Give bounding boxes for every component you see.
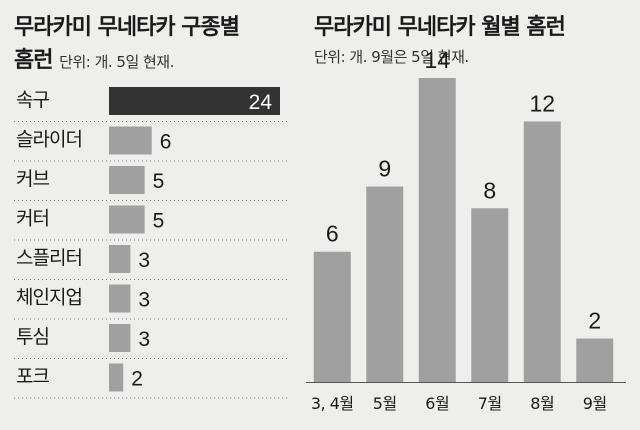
pitch-type-chart-title-line2: 홈런 단위: 개. 5일 현재.: [14, 47, 174, 76]
month-value: 12: [529, 90, 555, 116]
pitch-type-value: 2: [131, 368, 143, 391]
pitch-type-label: 스플리터: [16, 247, 82, 269]
month-label: 9월: [583, 394, 607, 413]
pitch-type-value: 6: [160, 131, 172, 154]
pitch-type-label: 커터: [16, 208, 49, 230]
pitch-type-chart-panel: 무라카미 무네타카 구종별 홈런 단위: 개. 5일 현재. 속구 24 슬라이더 6…: [0, 0, 300, 430]
month-value: 8: [483, 177, 496, 203]
pitch-type-label: 투심: [16, 326, 49, 348]
pitch-type-bar: [109, 363, 124, 392]
month-label: 6월: [425, 394, 449, 413]
pitch-type-chart-title-end: 홈런: [14, 48, 60, 73]
pitch-type-bar: [109, 205, 145, 234]
pitch-type-bar-chart: 속구 24 슬라이더 6 커브 5 커터 5 스플리터 3 체인지업 3 투심 3 포크 2: [14, 87, 290, 399]
pitch-type-bar: [109, 126, 152, 155]
month-label: 3, 4월: [311, 394, 354, 413]
pitch-type-label: 포크: [16, 366, 49, 388]
month-value: 9: [378, 156, 391, 182]
pitch-type-chart-title-line1: 무라카미 무네타카 구종별: [14, 15, 240, 40]
monthly-bar-chart: 6 3, 4월 9 5월 14 6월 8 7월 12 8월 2 9월: [306, 47, 626, 413]
month-bar: [418, 78, 456, 382]
pitch-type-value: 3: [138, 289, 150, 312]
pitch-type-value: 5: [153, 170, 165, 193]
pitch-type-bar: [109, 324, 131, 352]
month-label: 8월: [530, 394, 554, 413]
pitch-type-bar: [109, 87, 280, 115]
pitch-type-label: 커브: [16, 168, 49, 190]
monthly-chart-title: 무라카미 무네타카 월별 홈런: [314, 15, 566, 40]
month-bar: [366, 186, 404, 382]
month-value: 2: [588, 308, 601, 334]
month-value: 6: [326, 221, 339, 247]
pitch-type-chart-note: 단위: 개. 5일 현재.: [59, 53, 174, 71]
pitch-type-bar: [109, 166, 145, 194]
pitch-type-label: 슬라이더: [16, 129, 82, 151]
month-bar: [471, 208, 509, 382]
month-bar: [523, 121, 561, 382]
pitch-type-value: 3: [138, 328, 150, 351]
month-value: 14: [424, 47, 450, 73]
monthly-chart-panel: 무라카미 무네타카 월별 홈런 단위: 개. 9월은 5일 현재. 6 3, 4월…: [300, 0, 640, 430]
month-bar: [313, 251, 351, 382]
month-bar: [576, 338, 614, 382]
pitch-type-value: 24: [249, 91, 273, 114]
monthly-chart-note: 단위: 개. 9월은 5일 현재.: [314, 48, 469, 66]
month-label: 7월: [478, 394, 502, 413]
pitch-type-bar: [109, 245, 131, 273]
month-label: 5월: [373, 394, 397, 413]
pitch-type-label: 속구: [16, 89, 49, 111]
pitch-type-value: 3: [138, 249, 150, 272]
pitch-type-value: 5: [153, 210, 165, 233]
pitch-type-bar: [109, 284, 131, 313]
pitch-type-label: 체인지업: [16, 287, 82, 309]
